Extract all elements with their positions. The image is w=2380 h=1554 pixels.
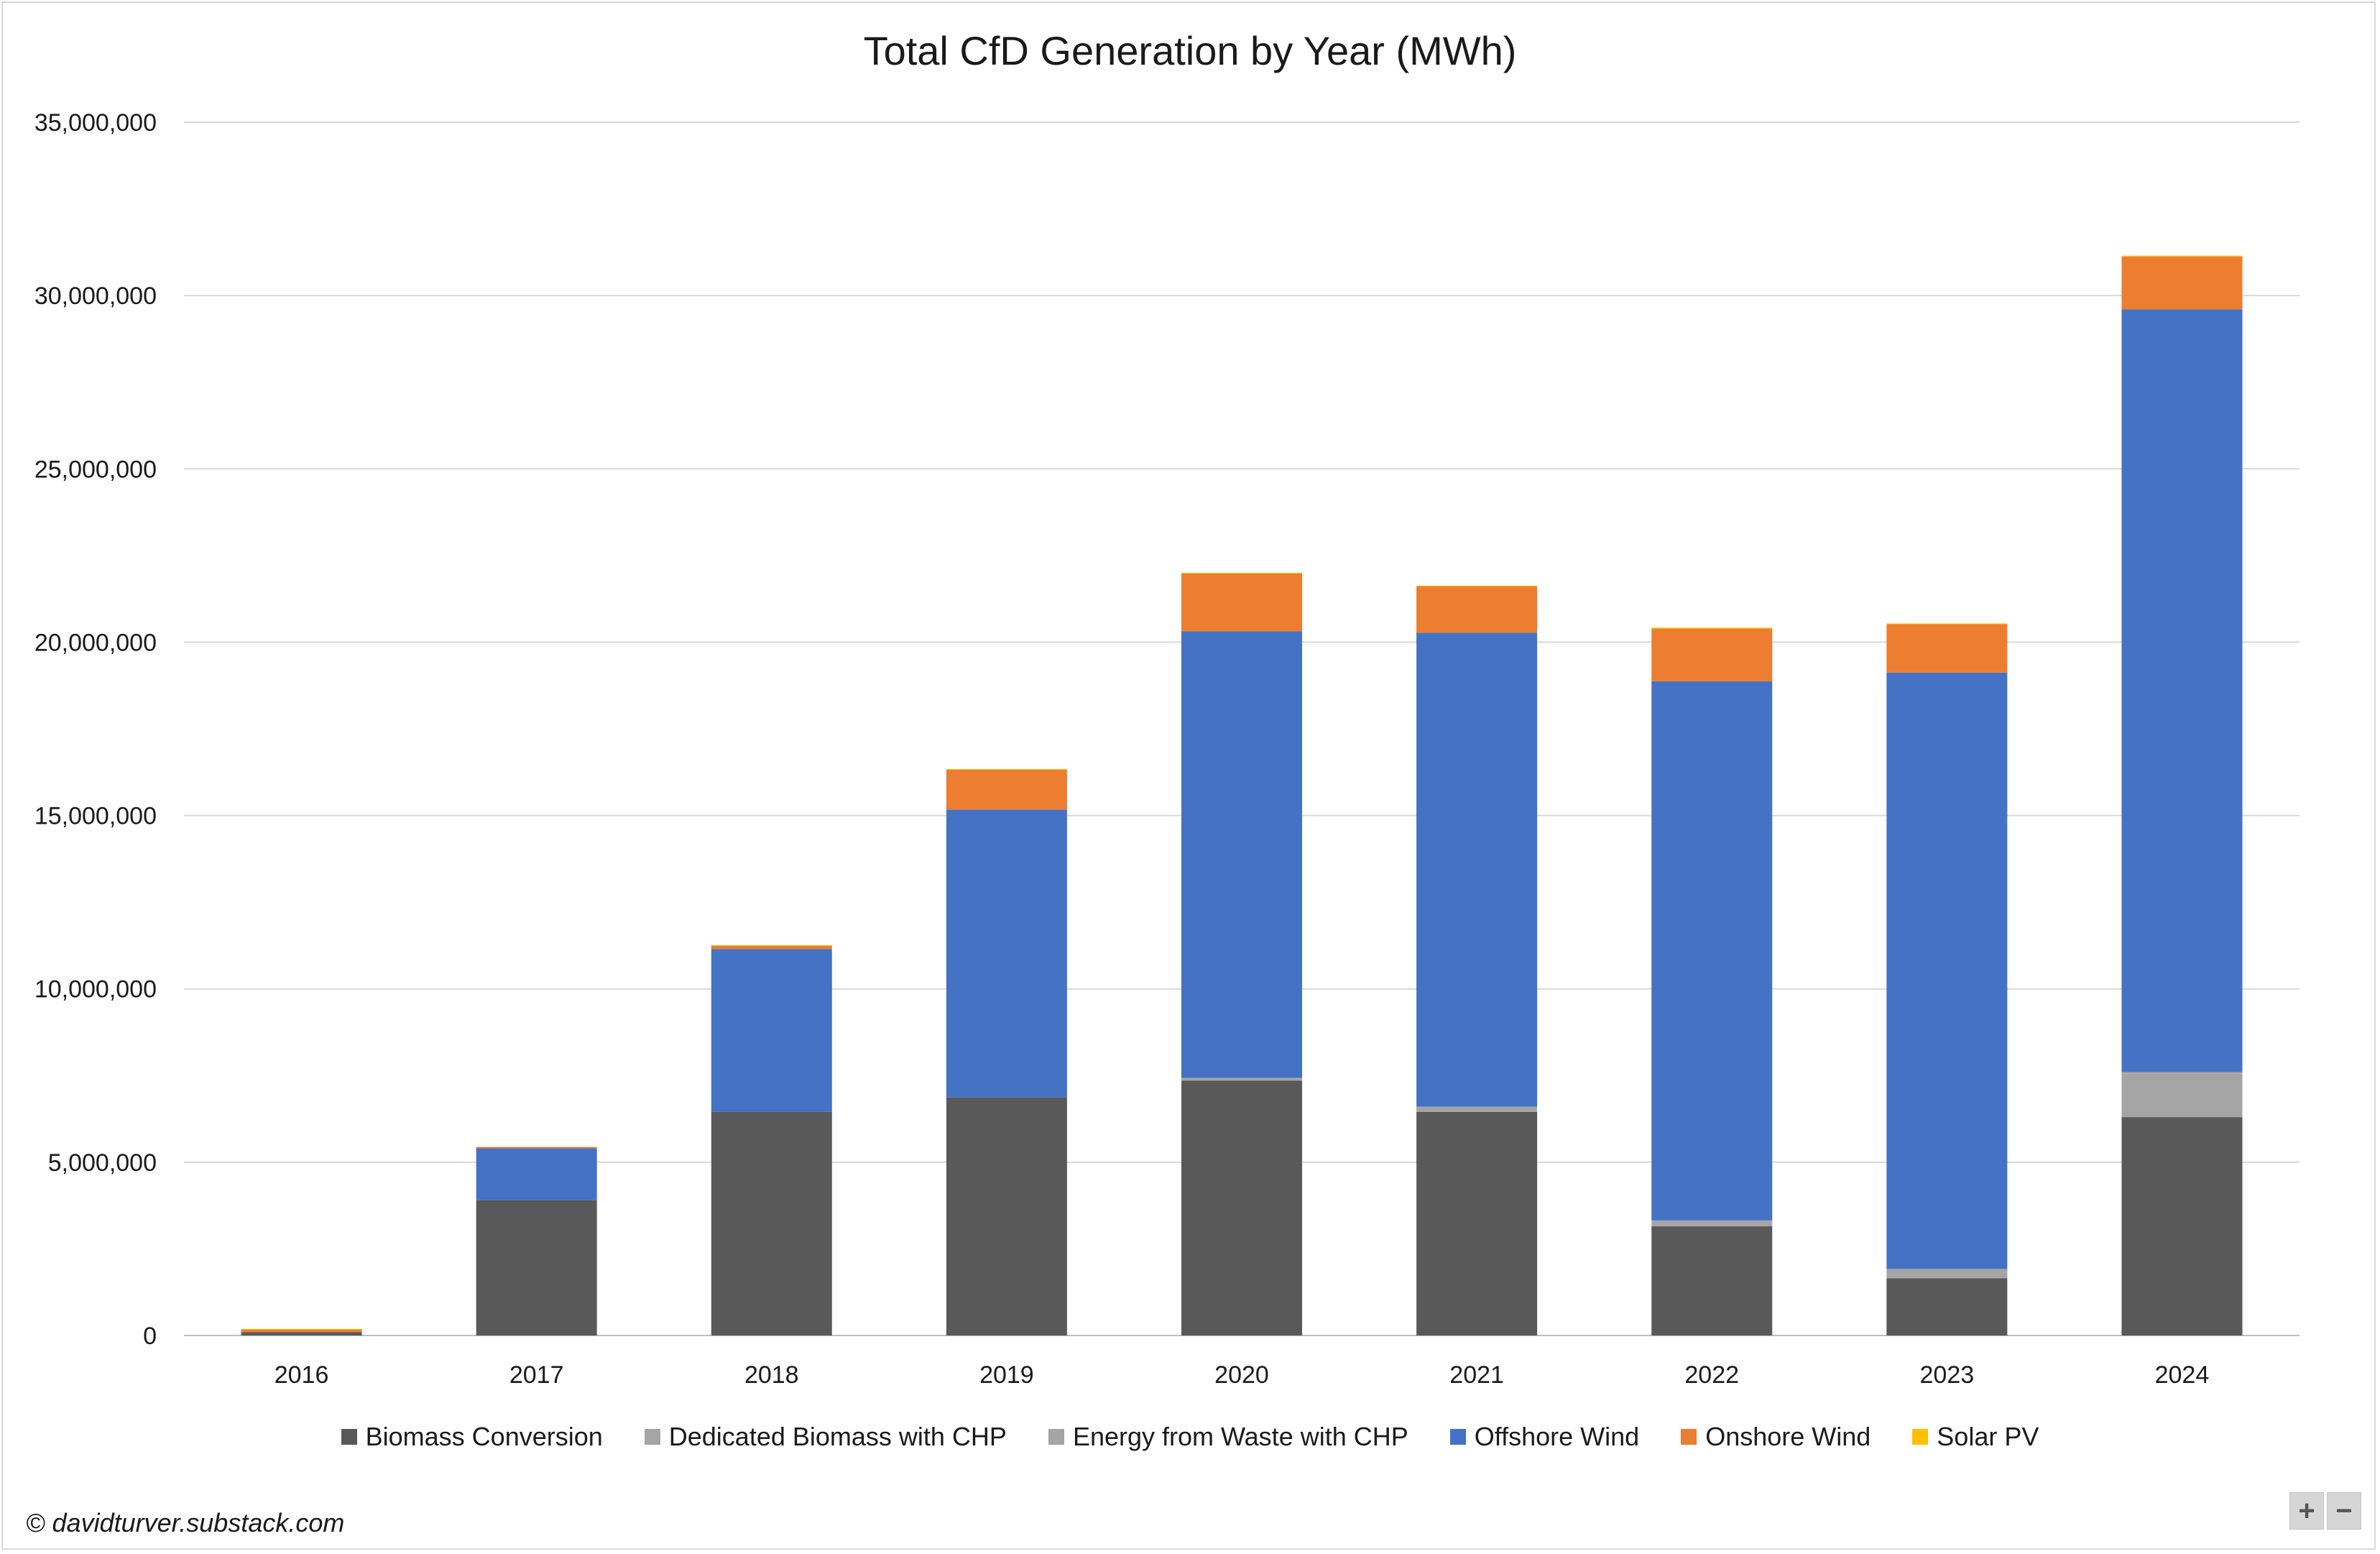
legend-item-energy-from-waste: Energy from Waste with CHP [1048, 1422, 1408, 1452]
bar-segment-energy-from-waste-with-chp-2023 [1886, 1269, 2008, 1279]
y-tick-label: 10,000,000 [34, 976, 157, 1003]
bar-segment-energy-from-waste-with-chp-2021 [1416, 1106, 1538, 1112]
y-tick-label: 25,000,000 [34, 456, 157, 483]
legend-label: Dedicated Biomass with CHP [668, 1422, 1007, 1451]
zoom-out-button[interactable]: − [2327, 1492, 2361, 1530]
y-tick-label: 5,000,000 [48, 1149, 157, 1177]
legend-swatch [1681, 1429, 1697, 1445]
bar-segment-energy-from-waste-with-chp-2020 [1181, 1077, 1302, 1081]
legend-label: Offshore Wind [1474, 1422, 1640, 1451]
bar-segment-offshore-wind-2023 [1886, 672, 2008, 1269]
bar-segment-onshore-wind-2018 [711, 945, 832, 950]
y-tick-label: 20,000,000 [34, 629, 157, 656]
bar-segment-biomass-conversion-2016 [241, 1332, 362, 1335]
legend-swatch [1449, 1429, 1466, 1445]
x-tick-label: 2018 [744, 1361, 799, 1389]
bar-segment-biomass-conversion-2023 [1886, 1278, 2008, 1335]
legend-swatch [1912, 1429, 1929, 1445]
legend-item-biomass-conversion: Biomass Conversion [341, 1422, 603, 1452]
bar-segment-onshore-wind-2019 [946, 769, 1067, 810]
x-tick-label: 2016 [275, 1361, 329, 1389]
bar-segment-offshore-wind-2024 [2121, 309, 2243, 1072]
bar-segment-biomass-conversion-2018 [711, 1111, 832, 1335]
x-tick-label: 2020 [1214, 1361, 1269, 1389]
bars [241, 255, 2243, 1335]
bar-segment-offshore-wind-2017 [476, 1148, 597, 1200]
x-tick-label: 2021 [1449, 1361, 1504, 1389]
legend: Biomass Conversion Dedicated Biomass wit… [0, 1422, 2380, 1452]
legend-item-offshore-wind: Offshore Wind [1449, 1422, 1640, 1452]
bar-segment-biomass-conversion-2022 [1651, 1226, 1773, 1335]
chart-title: Total CfD Generation by Year (MWh) [863, 28, 1517, 73]
y-axis-ticks: 0 5,000,000 10,000,000 15,000,000 20,000,000… [34, 109, 157, 1350]
bar-segment-energy-from-waste-with-chp-2024 [2121, 1072, 2243, 1074]
bar-segment-onshore-wind-2020 [1181, 573, 1302, 632]
zoom-controls: + − [2289, 1492, 2361, 1530]
bar-segment-solar-pv-2023 [1886, 623, 2008, 625]
x-tick-label: 2023 [1920, 1361, 1975, 1389]
bar-segment-solar-pv-2020 [1181, 572, 1302, 574]
legend-swatch [1048, 1429, 1064, 1445]
bar-segment-biomass-conversion-2024 [2121, 1117, 2243, 1335]
x-tick-label: 2019 [979, 1361, 1034, 1389]
copyright-credit: © davidturver.substack.com [26, 1508, 345, 1537]
legend-swatch [341, 1429, 357, 1445]
legend-label: Onshore Wind [1705, 1422, 1871, 1451]
legend-label: Biomass Conversion [365, 1422, 603, 1451]
bar-segment-onshore-wind-2017 [476, 1146, 597, 1149]
bar-segment-solar-pv-2021 [1416, 585, 1538, 587]
bar-segment-onshore-wind-2016 [241, 1329, 362, 1333]
legend-label: Energy from Waste with CHP [1072, 1422, 1408, 1451]
bar-segment-offshore-wind-2020 [1181, 631, 1302, 1078]
bar-segment-solar-pv-2019 [946, 768, 1067, 770]
legend-item-dedicated-biomass: Dedicated Biomass with CHP [644, 1422, 1007, 1452]
bar-segment-biomass-conversion-2017 [476, 1200, 597, 1335]
x-axis-ticks: 2016 2017 2018 2019 2020 2021 2022 2023 2024 [275, 1361, 2210, 1389]
y-tick-label: 15,000,000 [34, 803, 157, 830]
bar-segment-offshore-wind-2018 [711, 949, 832, 1112]
bar-segment-onshore-wind-2023 [1886, 624, 2008, 673]
bar-segment-offshore-wind-2019 [946, 809, 1067, 1098]
x-tick-label: 2017 [509, 1361, 564, 1389]
bar-segment-onshore-wind-2022 [1651, 628, 1773, 681]
bar-segment-solar-pv-2018 [711, 944, 832, 946]
bar-segment-biomass-conversion-2021 [1416, 1111, 1538, 1335]
zoom-in-button[interactable]: + [2289, 1492, 2324, 1530]
bar-segment-onshore-wind-2021 [1416, 586, 1538, 633]
y-tick-label: 0 [143, 1323, 157, 1350]
x-tick-label: 2024 [2155, 1361, 2210, 1389]
bar-segment-energy-from-waste-with-chp-2022 [1651, 1220, 1773, 1227]
bar-segment-dedicated-biomass-with-chp-2024 [2121, 1073, 2243, 1118]
legend-item-solar-pv: Solar PV [1912, 1422, 2039, 1452]
bar-segment-offshore-wind-2021 [1416, 633, 1538, 1107]
y-tick-label: 35,000,000 [34, 109, 157, 137]
bar-segment-solar-pv-2024 [2121, 255, 2243, 257]
x-tick-label: 2022 [1684, 1361, 1739, 1389]
legend-swatch [644, 1429, 660, 1445]
y-tick-label: 30,000,000 [34, 282, 157, 310]
bar-segment-solar-pv-2016 [241, 1328, 362, 1330]
bar-segment-biomass-conversion-2019 [946, 1097, 1067, 1335]
bar-segment-biomass-conversion-2020 [1181, 1080, 1302, 1335]
bar-segment-solar-pv-2022 [1651, 627, 1773, 629]
legend-label: Solar PV [1937, 1422, 2039, 1451]
bar-segment-onshore-wind-2024 [2121, 257, 2243, 310]
legend-item-onshore-wind: Onshore Wind [1681, 1422, 1871, 1452]
bar-segment-offshore-wind-2022 [1651, 681, 1773, 1220]
